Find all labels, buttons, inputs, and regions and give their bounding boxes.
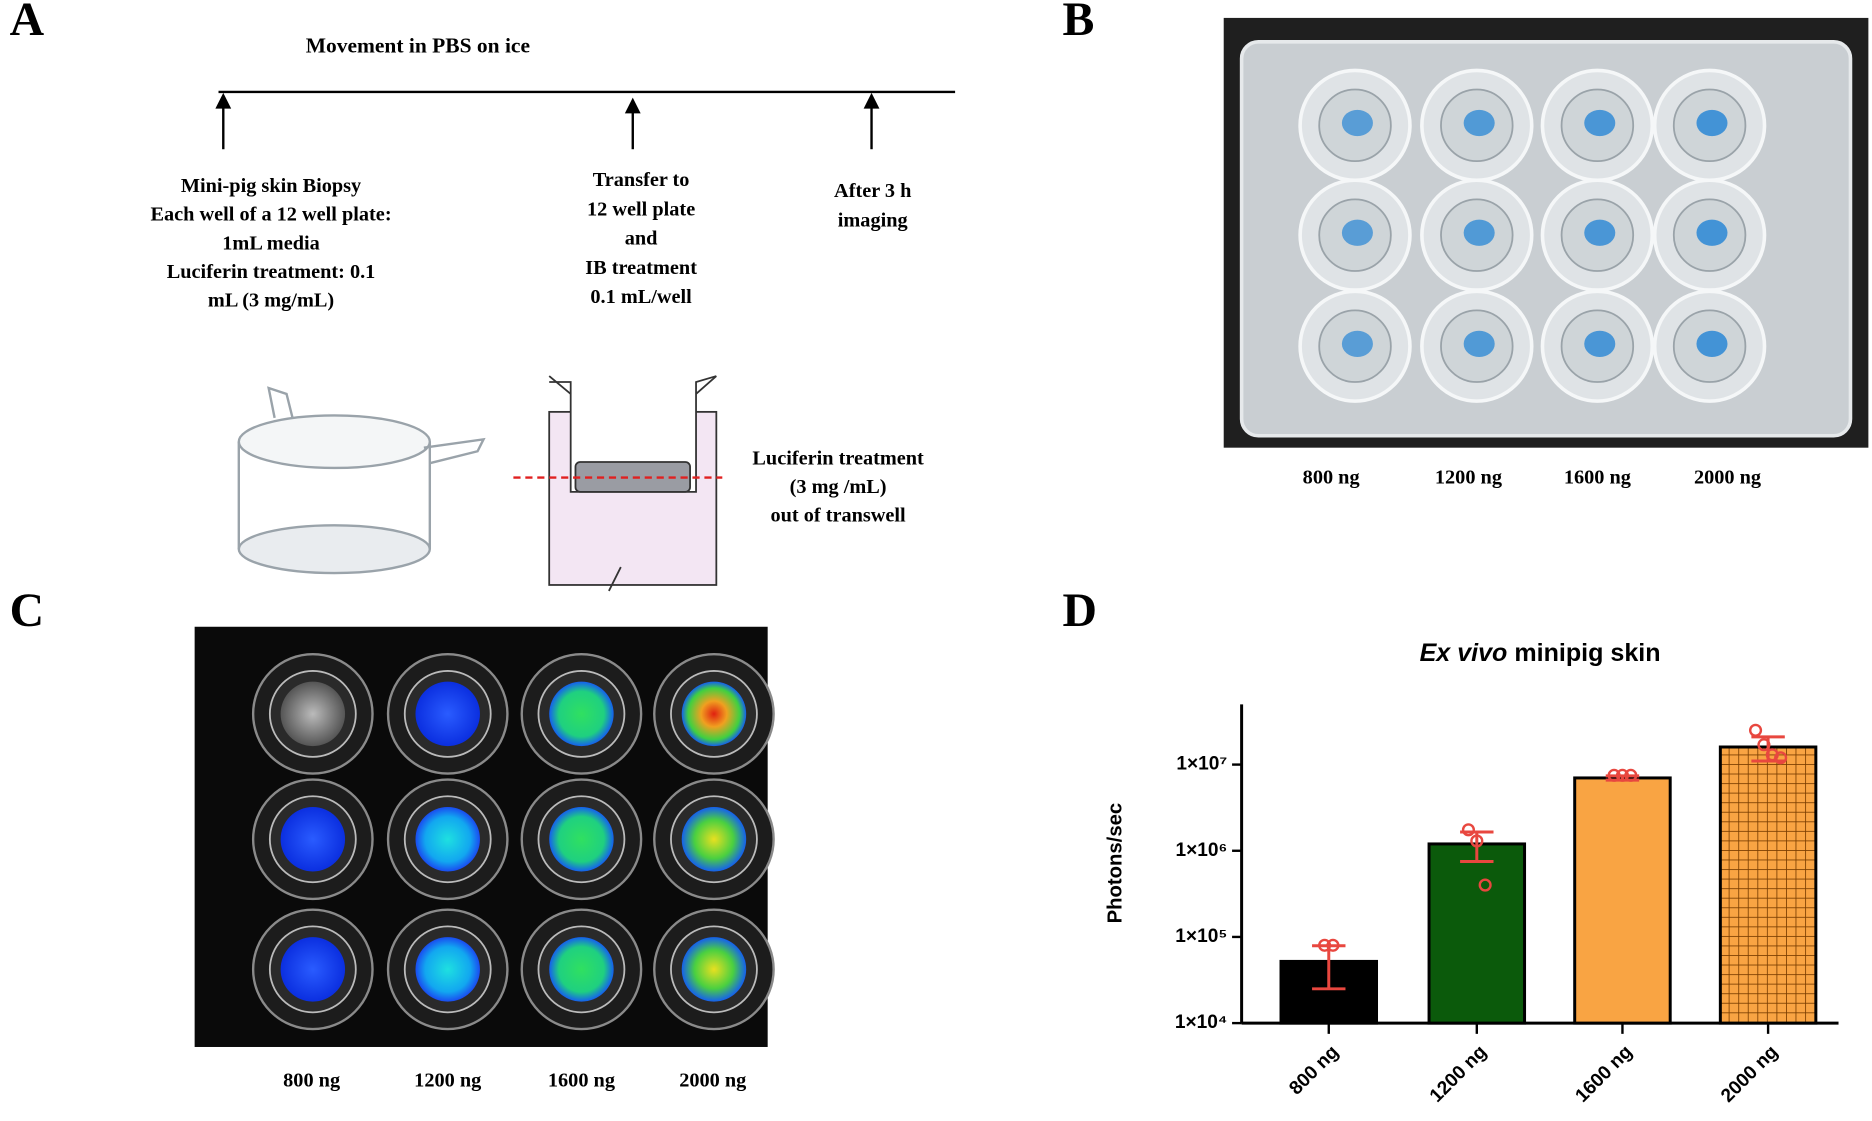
- x-tick-label: 1600 ng: [1572, 1042, 1637, 1107]
- bar: [1573, 776, 1672, 1025]
- transwell-insert: [237, 386, 486, 575]
- label: 2000 ng: [679, 1069, 746, 1091]
- data-point: [1470, 834, 1484, 848]
- tissue: [1463, 330, 1495, 357]
- signal: [681, 937, 747, 1002]
- label: 2000 ng: [1694, 466, 1761, 488]
- y-tick-label: 1×10⁶: [1175, 840, 1227, 861]
- tissue: [1341, 109, 1373, 137]
- timeline-title: Movement in PBS on ice: [306, 34, 530, 58]
- data-point: [1478, 878, 1492, 892]
- panel-label: D: [1063, 584, 1097, 637]
- x-tick-label: 2000 ng: [1717, 1042, 1782, 1107]
- signal: [415, 681, 480, 747]
- y-axis-label: Photons/sec: [1105, 803, 1127, 924]
- y-tick-label: 1×10⁴: [1175, 1012, 1227, 1033]
- tissue: [1341, 219, 1373, 246]
- signal: [280, 807, 346, 872]
- label: 1600 ng: [1564, 466, 1631, 488]
- data-point: [1774, 751, 1788, 765]
- signal: [280, 681, 346, 747]
- chart-title: Ex vivo minipig skin: [1420, 639, 1661, 667]
- bar: [1718, 745, 1818, 1025]
- tissue: [1584, 109, 1616, 137]
- signal: [681, 681, 747, 747]
- timeline: [215, 90, 956, 150]
- tissue: [1463, 219, 1495, 246]
- step-text: After 3 h: [834, 180, 911, 202]
- chart-title-italic: Ex vivo: [1420, 639, 1508, 667]
- label: 800 ng: [283, 1069, 340, 1091]
- tissue: [1463, 109, 1495, 137]
- wells: [251, 653, 775, 1031]
- x-tick-label: 800 ng: [1285, 1042, 1343, 1100]
- signal: [549, 807, 614, 872]
- note-text: out of transwell: [771, 505, 907, 527]
- plot: 1×10⁴ 1×10⁵ 1×10⁶ 1×10⁷ 800 ng 1200 ng 1600 ng…: [1175, 704, 1839, 1107]
- data-point: [1326, 938, 1340, 952]
- signal: [280, 937, 346, 1002]
- label: 800 ng: [1303, 466, 1360, 488]
- step-text: Mini-pig skin Biopsy: [181, 175, 361, 197]
- step-text: IB treatment: [585, 257, 697, 279]
- data-point: [1318, 938, 1332, 952]
- signal: [681, 807, 747, 872]
- tissue: [1584, 219, 1616, 246]
- signal: [549, 937, 614, 1002]
- step-text: Each well of a 12 well plate:: [150, 204, 391, 226]
- label: 1600 ng: [548, 1069, 615, 1091]
- signal: [549, 681, 614, 747]
- chart-title-text: minipig skin: [1514, 639, 1660, 667]
- data-point: [1757, 738, 1771, 752]
- step-text: and: [625, 228, 658, 250]
- data-point: [1607, 768, 1621, 782]
- step-text: Transfer to: [593, 169, 690, 191]
- data-point: [1615, 768, 1630, 782]
- tissue: [1341, 330, 1373, 357]
- signal: [415, 937, 480, 1002]
- step-text: Luciferin treatment: 0.1: [167, 261, 376, 283]
- tissue: [1696, 330, 1728, 357]
- step-text: 0.1 mL/well: [590, 286, 692, 308]
- panel-label: A: [10, 0, 45, 46]
- tissue: [1696, 219, 1728, 246]
- x-tick-label: 1200 ng: [1426, 1042, 1491, 1107]
- y-tick-label: 1×10⁷: [1176, 754, 1227, 775]
- step-text: imaging: [838, 210, 908, 232]
- tissue: [1696, 109, 1728, 137]
- data-point: [1461, 823, 1476, 837]
- panel-label: B: [1063, 0, 1095, 46]
- transwell-diagram: [513, 375, 723, 592]
- tissue: [1584, 330, 1616, 357]
- data-point: [1624, 768, 1638, 782]
- note-text: (3 mg /mL): [790, 476, 887, 498]
- note-text: Luciferin treatment: [752, 447, 924, 469]
- step-text: 1mL media: [222, 232, 319, 254]
- label: 1200 ng: [414, 1069, 481, 1091]
- y-tick-label: 1×10⁵: [1175, 926, 1227, 947]
- wells: [1298, 68, 1767, 403]
- data-point: [1748, 723, 1763, 737]
- label: 1200 ng: [1435, 466, 1502, 488]
- signal: [415, 807, 480, 872]
- bar: [1427, 842, 1527, 1025]
- step-text: 12 well plate: [587, 198, 695, 220]
- panel-label: C: [10, 584, 44, 637]
- step-text: mL (3 mg/mL): [208, 290, 334, 312]
